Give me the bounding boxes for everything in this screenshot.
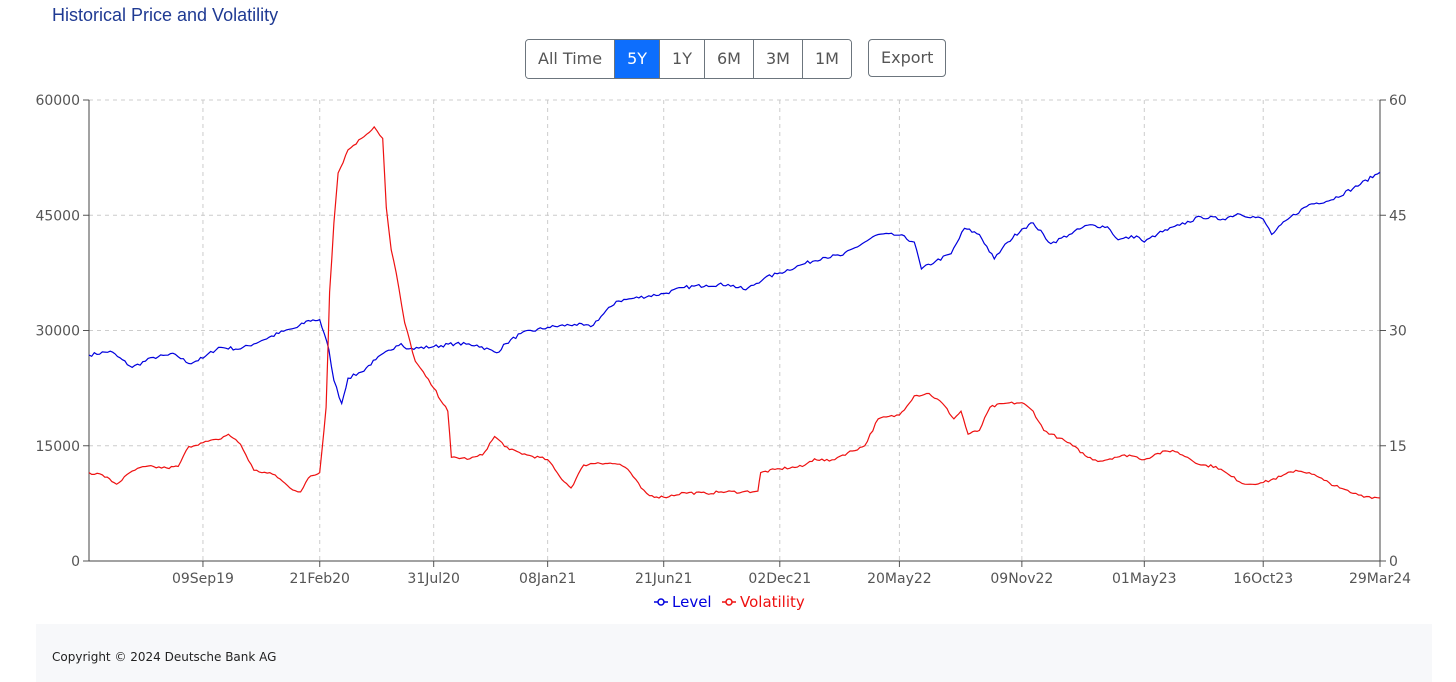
y-right-tick-label: 30 [1389,324,1407,340]
legend-item-volatility[interactable]: Volatility [722,593,805,611]
y-right-tick-label: 15 [1389,439,1407,455]
y-right-tick-label: 45 [1389,208,1407,224]
legend-marker-icon [657,598,665,606]
export-button[interactable]: Export [868,39,947,77]
range-button-group: All Time 5Y 1Y 6M 3M 1M [525,39,852,79]
page-title: Historical Price and Volatility [52,5,279,25]
legend-label: Level [672,593,712,611]
y-left-tick-label: 45000 [35,208,80,224]
level-series-line [88,171,1381,406]
legend-marker-icon [725,598,733,606]
x-tick-label: 29Mar24 [1349,571,1411,587]
x-tick-label: 20May22 [867,571,932,587]
x-tick-label: 01May23 [1112,571,1177,587]
range-5y-button[interactable]: 5Y [615,40,661,78]
range-6m-button[interactable]: 6M [704,40,754,78]
range-1m-button[interactable]: 1M [802,40,851,78]
range-3m-button[interactable]: 3M [753,40,803,78]
axis-layer: 0 15000 30000 45000 60000 0 15 30 45 60 09Sep19 21F… [35,93,1411,587]
y-left-tick-label: 0 [71,554,80,570]
x-tick-label: 09Sep19 [172,571,234,587]
y-left-tick-label: 60000 [35,93,80,109]
legend[interactable]: Level Volatility [654,593,805,611]
legend-label: Volatility [740,593,805,611]
price-volatility-chart: 0 15000 30000 45000 60000 0 15 30 45 60 09Sep19 21F… [35,93,1411,611]
y-left-tick-label: 30000 [35,324,80,340]
x-tick-label: 08Jan21 [519,571,576,587]
copyright-text: Copyright © 2024 Deutsche Bank AG [52,650,277,664]
x-tick-label: 31Jul20 [407,571,460,587]
x-tick-label: 09Nov22 [990,571,1053,587]
y-left-tick-label: 15000 [35,439,80,455]
x-tick-label: 16Oct23 [1233,571,1293,587]
y-right-tick-label: 0 [1389,554,1398,570]
y-right-tick-label: 60 [1389,93,1407,109]
x-tick-label: 21Feb20 [290,571,350,587]
legend-item-level[interactable]: Level [654,593,712,611]
range-all-time-button[interactable]: All Time [526,40,616,78]
x-tick-label: 02Dec21 [748,571,811,587]
range-1y-button[interactable]: 1Y [660,40,705,78]
footer: Copyright © 2024 Deutsche Bank AG [36,624,1432,682]
volatility-series-line [88,125,1381,500]
grid-layer [89,99,1380,561]
series-layer [88,125,1381,500]
x-tick-label: 21Jun21 [635,571,693,587]
